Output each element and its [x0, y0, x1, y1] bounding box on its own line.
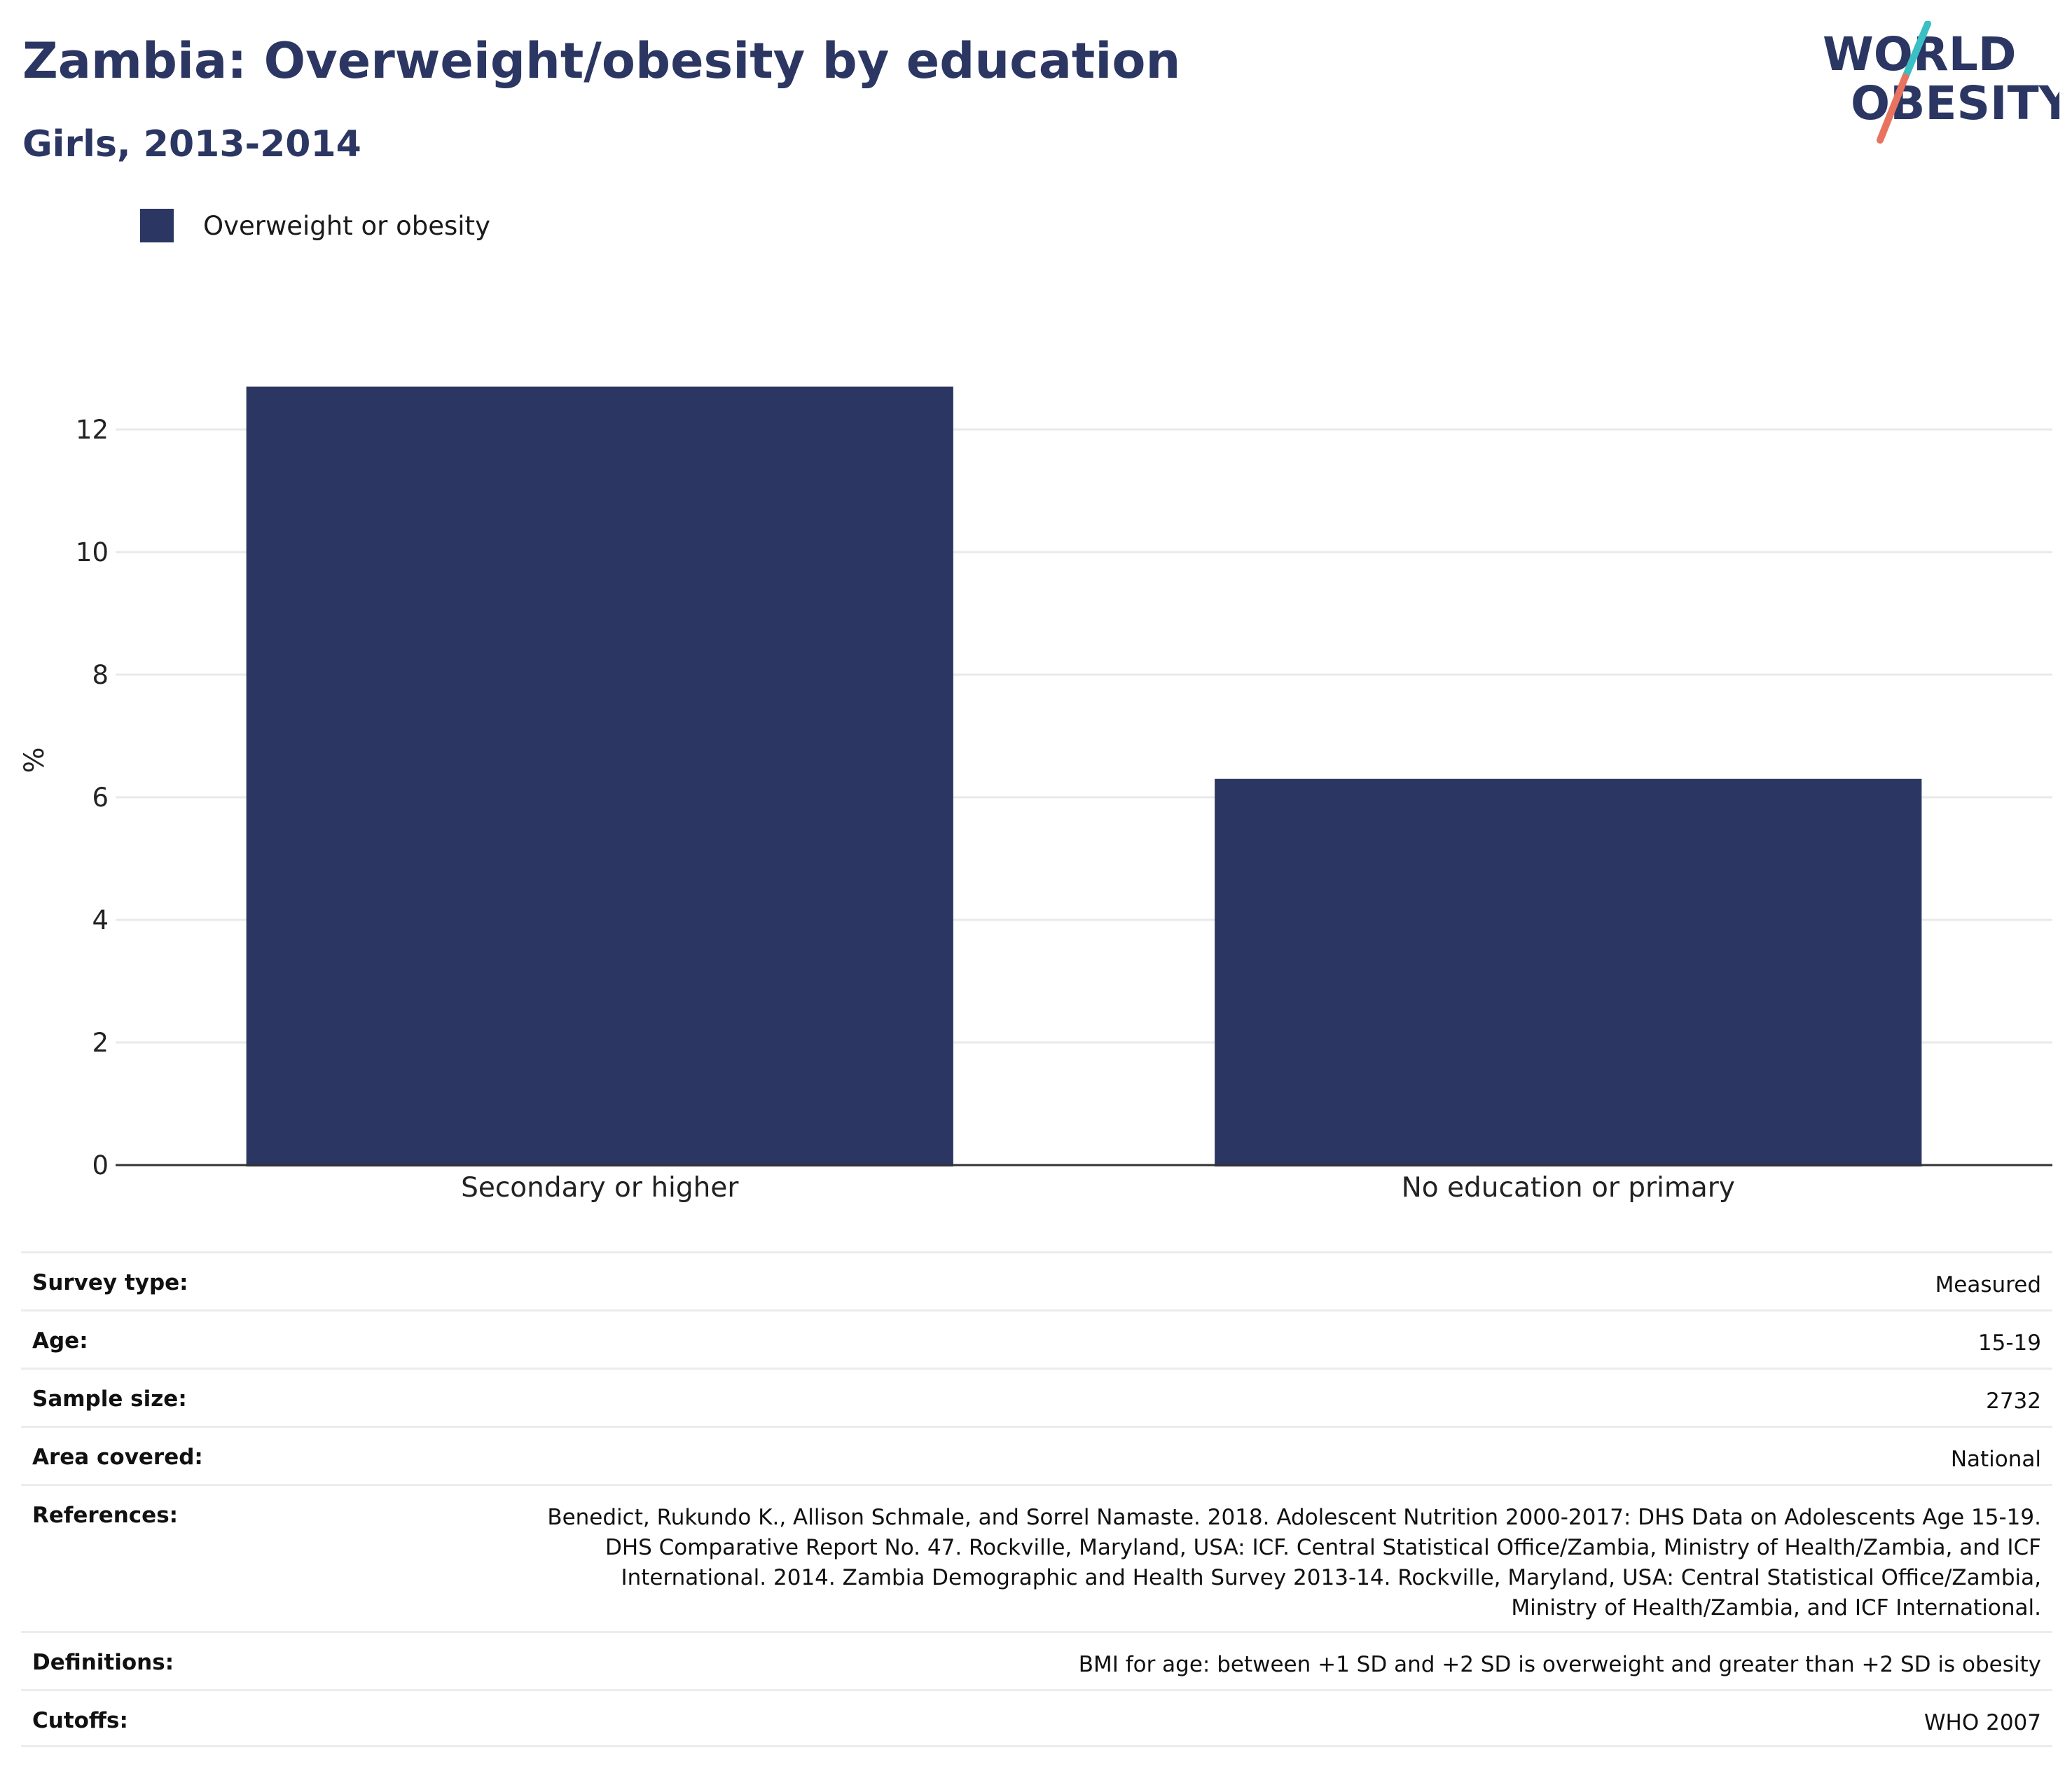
metadata-value: WHO 2007 — [1923, 1710, 2041, 1735]
chart-legend[interactable]: Overweight or obesity — [140, 209, 490, 242]
chart-title: Zambia: Overweight/obesity by education — [22, 32, 1181, 90]
metadata-row: Cutoffs: WHO 2007 — [21, 1689, 2052, 1747]
metadata-value: National — [1950, 1447, 2041, 1472]
metadata-key: Cutoffs: — [32, 1708, 128, 1733]
metadata-key: Age: — [32, 1328, 88, 1354]
metadata-key: References: — [32, 1503, 179, 1528]
logo-coral-slash — [1877, 74, 1909, 144]
metadata-value: 2732 — [1986, 1389, 2041, 1414]
y-tick-label: 12 — [76, 415, 109, 445]
legend-label: Overweight or obesity — [203, 210, 490, 241]
legend-swatch — [140, 209, 174, 242]
y-tick-label: 6 — [92, 783, 109, 813]
y-tick-label: 8 — [92, 660, 109, 690]
bar — [1215, 778, 1922, 1166]
bar-chart: 0 2 4 6 8 10 12 Secondary or higher No education… — [19, 386, 2052, 1204]
metadata-row: References: Benedict, Rukundo K., Allison… — [21, 1484, 2052, 1631]
metadata-key: Area covered: — [32, 1445, 203, 1470]
metadata-key: Survey type: — [32, 1270, 188, 1295]
y-tick-label: 0 — [92, 1150, 109, 1180]
chart-subtitle: Girls, 2013-2014 — [22, 123, 361, 165]
metadata-value: BMI for age: between +1 SD and +2 SD is … — [1078, 1652, 2041, 1677]
world-obesity-logo: WORLD OBESITY — [1823, 21, 2059, 144]
bar — [246, 386, 953, 1166]
y-axis-title: % — [19, 747, 50, 773]
metadata-row: Age: 15-19 — [21, 1309, 2052, 1368]
logo-teal-slash — [1902, 21, 1931, 81]
metadata-key: Definitions: — [32, 1650, 174, 1675]
metadata-value: Measured — [1935, 1272, 2041, 1297]
metadata-value: Benedict, Rukundo K., Allison Schmale, a… — [547, 1505, 2041, 1620]
metadata-value: 15-19 — [1977, 1330, 2041, 1356]
x-tick-label: No education or primary — [1402, 1172, 1735, 1204]
y-tick-label: 2 — [92, 1028, 109, 1058]
metadata-row: Area covered: National — [21, 1426, 2052, 1484]
x-tick-label: Secondary or higher — [461, 1172, 739, 1204]
metadata-row: Sample size: 2732 — [21, 1368, 2052, 1426]
metadata-table: Survey type: Measured Age: 15-19 Sample size… — [21, 1251, 2052, 1747]
metadata-row: Definitions: BMI for age: between +1 SD a… — [21, 1631, 2052, 1689]
metadata-key: Sample size: — [32, 1386, 187, 1412]
y-tick-label: 4 — [92, 905, 109, 935]
metadata-row: Survey type: Measured — [21, 1251, 2052, 1309]
y-tick-label: 10 — [76, 537, 109, 567]
